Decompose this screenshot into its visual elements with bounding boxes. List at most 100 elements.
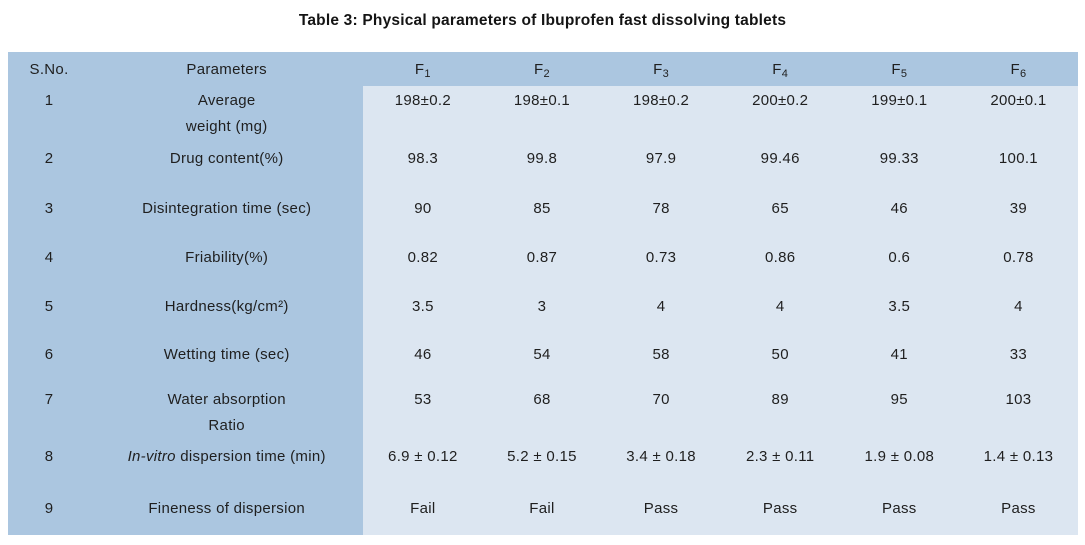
value-cell: 4 xyxy=(958,287,1078,336)
parameter-cell: Friability(%) xyxy=(90,238,364,287)
table-row: 2 Drug content(%) 98.3 99.8 97.9 99.46 9… xyxy=(8,140,1078,188)
value-cell: 0.82 xyxy=(363,238,483,287)
header-row: S.No. Parameters F1 F2 F3 F4 F5 F6 xyxy=(8,52,1078,86)
table-row: 5 Hardness(kg/cm²) 3.5 3 4 4 3.5 4 xyxy=(8,287,1078,336)
table-row: 6 Wetting time (sec) 46 54 58 50 41 33 xyxy=(8,336,1078,384)
value-cell: 53 xyxy=(363,384,483,440)
value-cell: 99.8 xyxy=(482,140,602,188)
f5-sub: 5 xyxy=(900,68,908,80)
value-cell: Pass xyxy=(720,486,840,535)
sno-cell: 4 xyxy=(8,238,91,287)
parameter-cell: Drug content(%) xyxy=(90,140,364,188)
value-cell: 97.9 xyxy=(601,140,721,188)
value-cell: 1.4 ± 0.13 xyxy=(958,440,1078,486)
header-sno: S.No. xyxy=(8,52,91,86)
f3-base: F xyxy=(653,61,663,78)
value-cell: 54 xyxy=(482,336,602,384)
value-cell: 198±0.2 xyxy=(601,86,721,140)
parameter-line1: Average xyxy=(197,92,256,109)
table-row: 7 Water absorption Ratio 53 68 70 89 95 … xyxy=(8,384,1078,440)
header-f5: F5 xyxy=(839,52,959,86)
value-cell: Pass xyxy=(958,486,1078,535)
value-cell: 98.3 xyxy=(363,140,483,188)
value-cell: 50 xyxy=(720,336,840,384)
value-cell: 95 xyxy=(839,384,959,440)
parameter-cell: Fineness of dispersion xyxy=(90,486,364,535)
sno-cell: 8 xyxy=(8,440,91,486)
value-cell: 39 xyxy=(958,188,1078,238)
header-f4: F4 xyxy=(720,52,840,86)
value-cell: 5.2 ± 0.15 xyxy=(482,440,602,486)
f3-sub: 3 xyxy=(662,68,670,80)
header-f6: F6 xyxy=(958,52,1078,86)
value-cell: 89 xyxy=(720,384,840,440)
value-cell: 78 xyxy=(601,188,721,238)
parameter-cell: Wetting time (sec) xyxy=(90,336,364,384)
value-cell: 68 xyxy=(482,384,602,440)
physical-parameters-table: S.No. Parameters F1 F2 F3 F4 F5 F6 1 Ave… xyxy=(8,52,1078,535)
f5-base: F xyxy=(891,61,901,78)
value-cell: Fail xyxy=(482,486,602,535)
value-cell: Pass xyxy=(601,486,721,535)
header-parameters: Parameters xyxy=(90,52,364,86)
sno-cell: 6 xyxy=(8,336,91,384)
parameter-line2: Ratio xyxy=(208,417,245,434)
value-cell: 2.3 ± 0.11 xyxy=(720,440,840,486)
value-cell: 198±0.2 xyxy=(363,86,483,140)
table-row: 3 Disintegration time (sec) 90 85 78 65 … xyxy=(8,188,1078,238)
value-cell: 33 xyxy=(958,336,1078,384)
table-row: 4 Friability(%) 0.82 0.87 0.73 0.86 0.6 … xyxy=(8,238,1078,287)
value-cell: 0.73 xyxy=(601,238,721,287)
value-cell: 41 xyxy=(839,336,959,384)
value-cell: 199±0.1 xyxy=(839,86,959,140)
parameter-cell: In-vitro dispersion time (min) xyxy=(90,440,364,486)
parameter-rest-part: dispersion time (min) xyxy=(175,448,326,465)
sno-cell: 1 xyxy=(8,86,91,140)
f6-base: F xyxy=(1010,61,1020,78)
parameter-cell: Average weight (mg) xyxy=(90,86,364,140)
table-title: Table 3: Physical parameters of Ibuprofe… xyxy=(298,12,787,29)
header-f2: F2 xyxy=(482,52,602,86)
value-cell: 4 xyxy=(720,287,840,336)
parameter-line2: weight (mg) xyxy=(185,118,268,135)
value-cell: 0.78 xyxy=(958,238,1078,287)
value-cell: 3 xyxy=(482,287,602,336)
value-cell: 3.4 ± 0.18 xyxy=(601,440,721,486)
parameter-cell: Water absorption Ratio xyxy=(90,384,364,440)
value-cell: 70 xyxy=(601,384,721,440)
value-cell: 99.46 xyxy=(720,140,840,188)
value-cell: 99.33 xyxy=(839,140,959,188)
f1-sub: 1 xyxy=(424,68,431,80)
value-cell: 65 xyxy=(720,188,840,238)
value-cell: 58 xyxy=(601,336,721,384)
table-row: 9 Fineness of dispersion Fail Fail Pass … xyxy=(8,486,1078,535)
parameter-cell: Hardness(kg/cm²) xyxy=(90,287,364,336)
value-cell: Pass xyxy=(839,486,959,535)
value-cell: 3.5 xyxy=(839,287,959,336)
parameter-line1: Water absorption xyxy=(167,391,286,408)
f1-base: F xyxy=(414,61,425,78)
value-cell: 3.5 xyxy=(363,287,483,336)
value-cell: 198±0.1 xyxy=(482,86,602,140)
value-cell: 200±0.2 xyxy=(720,86,840,140)
value-cell: 0.86 xyxy=(720,238,840,287)
value-cell: 0.6 xyxy=(839,238,959,287)
value-cell: 90 xyxy=(363,188,483,238)
value-cell: 0.87 xyxy=(482,238,602,287)
parameter-italic-part: In-vitro xyxy=(127,448,176,465)
sno-cell: 3 xyxy=(8,188,91,238)
parameter-cell: Disintegration time (sec) xyxy=(90,188,364,238)
sno-cell: 5 xyxy=(8,287,91,336)
value-cell: 85 xyxy=(482,188,602,238)
value-cell: 200±0.1 xyxy=(958,86,1078,140)
f6-sub: 6 xyxy=(1019,68,1027,80)
value-cell: 100.1 xyxy=(958,140,1078,188)
value-cell: 1.9 ± 0.08 xyxy=(839,440,959,486)
header-f3: F3 xyxy=(601,52,721,86)
table-row: 8 In-vitro dispersion time (min) 6.9 ± 0… xyxy=(8,440,1078,486)
value-cell: Fail xyxy=(363,486,483,535)
f2-sub: 2 xyxy=(543,68,550,80)
table-row: 1 Average weight (mg) 198±0.2 198±0.1 19… xyxy=(8,86,1078,140)
value-cell: 103 xyxy=(958,384,1078,440)
